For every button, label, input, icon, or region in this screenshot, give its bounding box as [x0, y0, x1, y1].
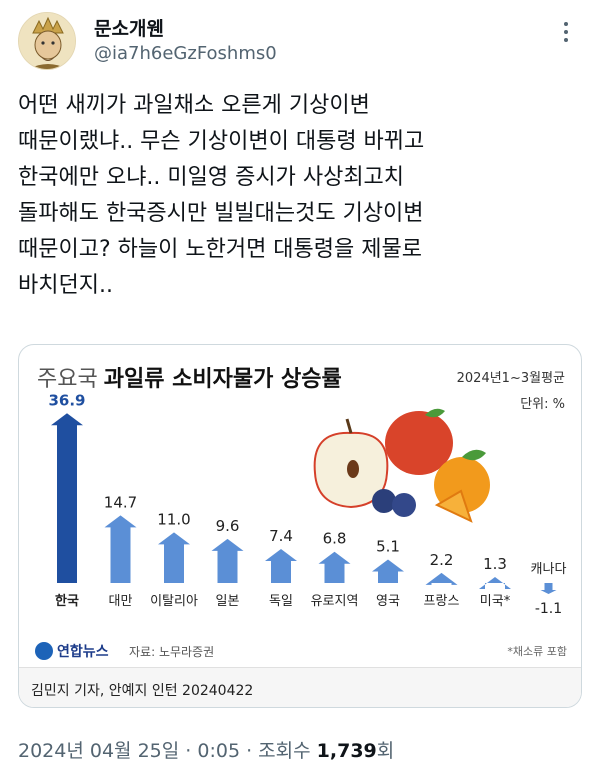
- bar-3: [211, 538, 244, 583]
- category-label: 캐나다: [531, 562, 567, 577]
- news-logo: 연합뉴스: [35, 641, 109, 661]
- image-card[interactable]: 주요국 과일류 소비자물가 상승률 2024년1~3월평균 단위: % 36.9 한…: [18, 344, 582, 708]
- user-handle[interactable]: @ia7h6eGzFoshms0: [94, 43, 277, 64]
- fruit-illustration: [313, 408, 490, 523]
- avatar-image: [19, 13, 75, 69]
- chart-source: 자료: 노무라증권: [129, 645, 215, 659]
- bar-7: [425, 572, 458, 585]
- chart-title-main: 과일류 소비자물가 상승률: [103, 367, 342, 392]
- category-label: 이탈리아: [150, 594, 198, 609]
- chart-footnote: *채소류 포함: [507, 645, 567, 658]
- category-label: 프랑스: [424, 594, 460, 609]
- tweet-meta: 2024년 04월 25일 · 0:05 · 조회수 1,739회: [18, 740, 395, 762]
- display-name[interactable]: 문소개웬: [94, 18, 164, 40]
- bar-value-label: 2.2: [430, 551, 454, 569]
- chart-period: 2024년1~3월평균: [456, 371, 565, 386]
- news-logo-icon: [35, 642, 53, 660]
- views-count: 1,739: [316, 740, 377, 762]
- tweet-time[interactable]: 0:05: [197, 740, 241, 762]
- views-label: 조회수: [258, 740, 311, 762]
- more-vertical-icon: [564, 22, 568, 42]
- bar-value-label: 6.8: [323, 530, 347, 548]
- bar-2: [158, 532, 190, 583]
- bar-9: [540, 583, 557, 595]
- bar-0: [51, 413, 83, 583]
- more-button[interactable]: [552, 18, 580, 46]
- bar-6: [372, 559, 404, 583]
- tweet-header: 문소개웬 @ia7h6eGzFoshms0: [18, 12, 582, 74]
- chart-title-prefix: 주요국: [37, 367, 98, 392]
- bar-value-label: 36.9: [48, 391, 85, 409]
- bar-value-label: 11.0: [157, 510, 190, 528]
- category-label: 미국*: [480, 594, 511, 609]
- bar-value-label: 1.3: [483, 555, 507, 573]
- views-suffix: 회: [376, 740, 395, 762]
- category-label: 대만: [109, 594, 133, 609]
- avatar[interactable]: [18, 12, 76, 70]
- news-logo-text: 연합뉴스: [57, 644, 109, 660]
- bar-4: [265, 548, 297, 583]
- bar-value-label: 14.7: [104, 493, 137, 511]
- tweet-text: 어떤 새끼가 과일채소 오른게 기상이변 때문이랬냐.. 무슨 기상이변이 대통…: [18, 93, 425, 298]
- bar-chart: 36.9 한국 14.7 대만 11.0 이탈리아 9.6 일본 7.4 독일 6.8 유로지역 5.1…: [48, 391, 566, 617]
- bars-layer: 36.9 한국 14.7 대만 11.0 이탈리아 9.6 일본 7.4 독일 6.8 유로지역 5.1…: [48, 391, 566, 617]
- chart-unit: 단위: %: [520, 397, 565, 412]
- category-label: 영국: [376, 594, 400, 609]
- bar-8: [479, 577, 511, 590]
- byline: 김민지 기자, 안예지 인턴 20240422: [31, 683, 254, 699]
- bar-value-label: 5.1: [376, 538, 400, 556]
- bar-value-label: -1.1: [535, 601, 562, 617]
- bar-value-label: 9.6: [216, 517, 240, 535]
- category-label: 한국: [55, 593, 79, 609]
- category-label: 유로지역: [311, 594, 359, 609]
- chart-title: 주요국 과일류 소비자물가 상승률: [37, 361, 342, 393]
- bar-5: [318, 551, 351, 583]
- category-label: 독일: [269, 594, 293, 609]
- bar-1: [104, 515, 137, 583]
- byline-bar: 김민지 기자, 안예지 인턴 20240422: [19, 667, 581, 707]
- tweet-date[interactable]: 2024년 04월 25일: [18, 740, 180, 762]
- category-label: 일본: [216, 594, 240, 609]
- bar-value-label: 7.4: [269, 527, 293, 545]
- source-bar: 연합뉴스 자료: 노무라증권 *채소류 포함: [19, 637, 581, 667]
